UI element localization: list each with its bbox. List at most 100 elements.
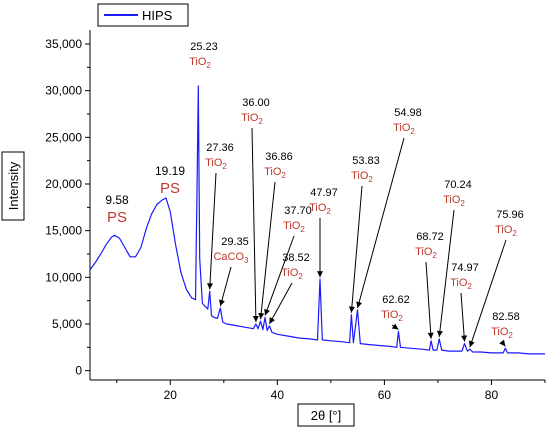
phase-formula: TiO [241, 112, 259, 124]
ps-peak-label: PS [107, 209, 127, 226]
phase-formula: TiO [491, 326, 509, 338]
y-tick-label: 0 [75, 364, 82, 378]
series-layer [90, 86, 545, 354]
phase-subscript: 2 [467, 282, 472, 291]
phase-subscript: 2 [300, 225, 305, 234]
y-ticks: 0 5,000 10,000 15,000 20,000 25,000 30,000 35,0… [45, 37, 90, 378]
peak-value-label: 47.97 [310, 187, 338, 199]
peak-value-label: 70.24 [444, 179, 472, 191]
peak-arrow-line [426, 262, 431, 339]
peak-arrow-line [261, 182, 275, 319]
peak-phase-label: TiO2 [491, 326, 513, 340]
peak-arrow-line [269, 283, 292, 324]
peak-value-label: 36.00 [242, 97, 270, 109]
peak-value-label: 27.36 [206, 142, 234, 154]
x-tick-label: 60 [378, 388, 392, 402]
ps-peak-value: 9.58 [105, 193, 129, 207]
peak-arrow-head [356, 301, 362, 308]
peak-phase-label: TiO2 [189, 56, 211, 70]
peak-value-label: 38.52 [282, 252, 310, 264]
phase-formula: TiO [309, 202, 327, 214]
ps-peak-value: 19.19 [155, 164, 185, 178]
phase-formula: TiO [205, 157, 223, 169]
phase-subscript: 2 [398, 314, 403, 323]
y-tick-label: 15,000 [45, 224, 82, 238]
phase-subscript: 2 [326, 207, 331, 216]
peak-arrow-head [349, 306, 355, 312]
phase-formula: TiO [283, 220, 301, 232]
peak-arrow-head [461, 335, 467, 341]
peak-phase-label: TiO2 [351, 170, 373, 184]
y-tick-label: 30,000 [45, 84, 82, 98]
peak-arrow-head [258, 313, 264, 319]
peak-arrow-line [252, 128, 256, 322]
x-tick-label: 40 [271, 388, 285, 402]
phase-subscript: 2 [281, 171, 286, 180]
x-axis-title-group: 2θ [°] [298, 404, 354, 426]
peak-arrow-head [392, 324, 399, 330]
phase-subscript: 2 [460, 199, 465, 208]
peak-arrow-head [469, 341, 475, 348]
peak-arrow-head [428, 333, 434, 339]
x-axis-title: 2θ [°] [311, 408, 342, 423]
phase-formula: TiO [351, 170, 369, 182]
phase-subscript: 2 [298, 272, 303, 281]
peak-value-label: 29.35 [221, 236, 249, 248]
peak-phase-label: CaCO3 [213, 251, 249, 265]
peak-phase-label: TiO2 [283, 220, 305, 234]
peak-value-label: 62.62 [382, 294, 410, 306]
legend-label: HIPS [142, 8, 173, 23]
phase-formula: CaCO [213, 251, 244, 263]
phase-subscript: 2 [258, 117, 263, 126]
phase-subscript: 2 [512, 229, 517, 238]
peak-value-label: 68.72 [416, 231, 444, 243]
phase-formula: TiO [450, 277, 468, 289]
peak-phase-label: TiO2 [415, 246, 437, 260]
peak-value-label: 36.86 [265, 151, 293, 163]
x-tick-label: 80 [485, 388, 499, 402]
phase-subscript: 2 [432, 251, 437, 260]
peak-arrow-head [219, 300, 225, 307]
peak-arrow-head [437, 331, 443, 337]
phase-formula: TiO [495, 224, 513, 236]
peak-value-label: 25.23 [190, 41, 218, 53]
peak-arrow-head [499, 340, 505, 347]
x-tick-label: 20 [164, 388, 178, 402]
peak-arrow-line [220, 267, 231, 306]
peak-value-label: 54.98 [394, 107, 422, 119]
y-tick-label: 20,000 [45, 177, 82, 191]
phase-formula: TiO [189, 56, 207, 68]
phase-subscript: 2 [222, 162, 227, 171]
phase-subscript: 2 [206, 61, 211, 70]
phase-formula: TiO [381, 309, 399, 321]
y-tick-label: 5,000 [52, 317, 82, 331]
peak-phase-label: TiO2 [381, 309, 403, 323]
series-line-hips [90, 86, 545, 354]
peak-phase-label: TiO2 [309, 202, 331, 216]
phase-formula: TiO [264, 166, 282, 178]
phase-formula: TiO [281, 267, 299, 279]
peak-phase-label: TiO2 [281, 267, 303, 281]
annotation-layer: 25.23TiO227.36TiO229.35CaCO336.00TiO236.… [105, 41, 523, 347]
phase-formula: TiO [443, 194, 461, 206]
x-ticks: 20 40 60 80 [117, 380, 545, 402]
peak-arrow-head [253, 316, 259, 322]
phase-subscript: 2 [410, 127, 415, 136]
y-tick-label: 35,000 [45, 37, 82, 51]
peak-phase-label: TiO2 [241, 112, 263, 126]
peak-phase-label: TiO2 [450, 277, 472, 291]
phase-subscript: 2 [368, 175, 373, 184]
phase-formula: TiO [393, 122, 411, 134]
ps-peak-label: PS [160, 180, 180, 197]
peak-arrow-line [210, 173, 216, 289]
peak-value-label: 53.83 [352, 155, 380, 167]
phase-formula: TiO [415, 246, 433, 258]
legend: HIPS [98, 4, 188, 26]
peak-arrow-head [317, 271, 323, 277]
peak-arrow-head [207, 283, 213, 289]
y-tick-label: 10,000 [45, 270, 82, 284]
peak-arrow-line [461, 293, 465, 342]
peak-value-label: 75.96 [496, 209, 524, 221]
peak-phase-label: TiO2 [393, 122, 415, 136]
